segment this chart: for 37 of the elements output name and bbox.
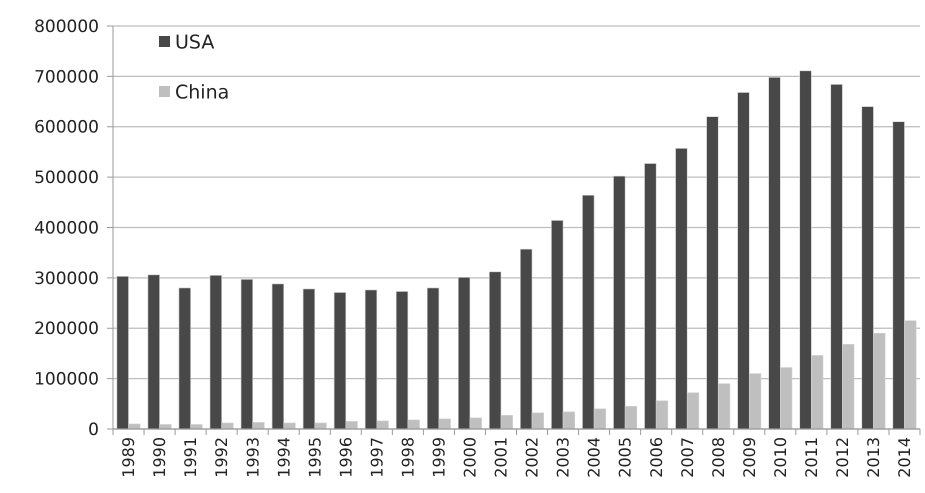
y-tick-label: 400000 (34, 218, 99, 238)
y-tick-label: 300000 (34, 268, 99, 289)
y-tick-label: 800000 (34, 16, 99, 37)
x-tick-label: 2011 (802, 437, 821, 478)
y-tick-label: 700000 (34, 67, 99, 88)
x-tick-label: 1991 (181, 437, 200, 478)
y-tick-label: 0 (88, 420, 99, 440)
x-tick-label: 1994 (274, 437, 294, 478)
x-tick-label: 1999 (430, 437, 449, 478)
x-tick-label: 2000 (460, 437, 480, 478)
x-tick-label: 2005 (616, 437, 635, 478)
x-tick-label: 1992 (212, 437, 232, 478)
x-tick-label: 2007 (678, 437, 697, 478)
x-tick-label: 2012 (833, 437, 852, 478)
x-tick-label: 2002 (522, 437, 542, 478)
x-tick-label: 1989 (119, 437, 138, 478)
legend-label: China (175, 82, 230, 104)
x-tick-label: 1998 (398, 437, 418, 478)
x-tick-label: 1995 (305, 437, 324, 478)
x-tick-label: 1990 (150, 437, 170, 478)
x-tick-label: 2004 (584, 437, 604, 478)
x-tick-label: 2013 (864, 437, 884, 478)
y-tick-label: 600000 (34, 118, 99, 138)
x-tick-label: 2010 (770, 437, 790, 478)
x-tick-label: 2014 (895, 437, 914, 478)
x-tick-label: 1997 (367, 437, 386, 478)
y-tick-label: 500000 (34, 168, 99, 188)
x-tick-label: 2006 (646, 437, 666, 478)
x-tick-label: 2008 (708, 437, 728, 478)
x-tick-label: 2003 (554, 437, 573, 478)
legend-label: USA (175, 32, 214, 54)
y-tick-label: 100000 (34, 370, 99, 390)
x-tick-label: 2001 (492, 437, 511, 478)
y-tick-label: 200000 (34, 319, 99, 340)
x-tick-label: 1993 (243, 437, 262, 478)
x-tick-label: 2009 (740, 437, 759, 478)
x-tick-label: 1996 (336, 437, 356, 478)
